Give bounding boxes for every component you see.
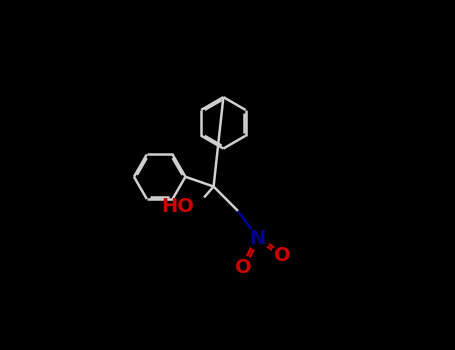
Text: N: N xyxy=(249,229,266,247)
Text: HO: HO xyxy=(161,197,194,216)
Text: O: O xyxy=(274,246,290,265)
Text: O: O xyxy=(235,258,251,277)
